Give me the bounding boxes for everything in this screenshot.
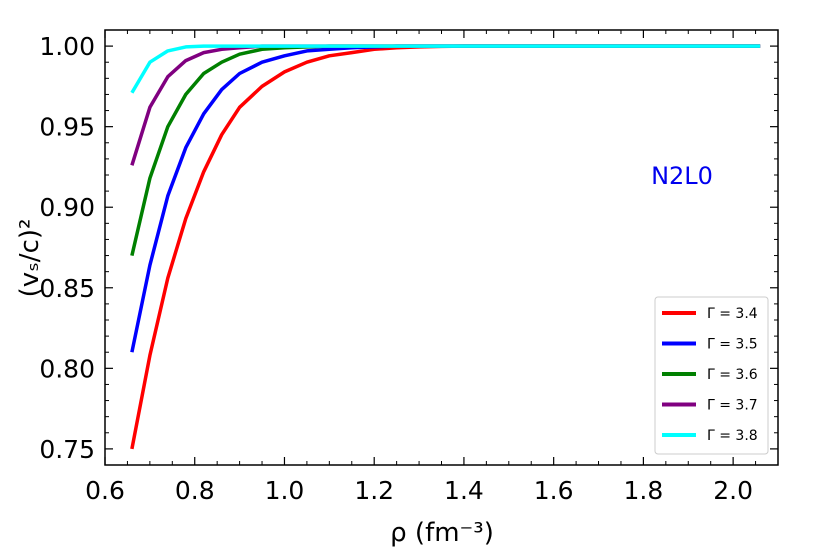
- legend-label-3: Γ = 3.7: [707, 398, 758, 414]
- x-tick-labels: 0.6 0.8 1.0 1.2 1.4 1.6 1.8 2.0: [85, 476, 753, 505]
- y-tick-label: 0.75: [39, 435, 95, 464]
- x-tick-label: 1.2: [354, 476, 394, 505]
- x-tick-label: 0.8: [175, 476, 215, 505]
- x-tick-label: 1.6: [534, 476, 574, 505]
- x-tick-label: 1.8: [624, 476, 664, 505]
- y-tick-labels: 0.75 0.80 0.85 0.90 0.95 1.00: [39, 32, 95, 464]
- legend-label-4: Γ = 3.8: [707, 428, 758, 444]
- legend: Γ = 3.4 Γ = 3.5 Γ = 3.6 Γ = 3.7 Γ = 3.8: [654, 296, 769, 455]
- y-tick-label: 0.95: [39, 113, 95, 142]
- x-tick-label: 1.0: [265, 476, 305, 505]
- series-layer: [130, 44, 761, 450]
- x-tick-label: 1.4: [444, 476, 484, 505]
- model-annotation: N2L0: [651, 162, 713, 190]
- legend-label-2: Γ = 3.6: [707, 367, 758, 383]
- y-tick-label: 1.00: [39, 32, 95, 61]
- y-tick-label: 0.85: [39, 274, 95, 303]
- x-tick-label: 0.6: [85, 476, 125, 505]
- series-line-4: [130, 44, 761, 94]
- legend-box: [654, 296, 769, 455]
- y-tick-label: 0.90: [39, 193, 95, 222]
- plot-area: [104, 29, 779, 466]
- y-tick-label: 0.80: [39, 354, 95, 383]
- legend-label-1: Γ = 3.5: [707, 337, 758, 353]
- legend-label-0: Γ = 3.4: [707, 306, 758, 322]
- x-axis-label: ρ (fm⁻³): [390, 518, 494, 548]
- y-axis-label: (vₛ/c)²: [15, 219, 45, 298]
- x-tick-label: 2.0: [713, 476, 753, 505]
- tick-layer: [104, 29, 778, 466]
